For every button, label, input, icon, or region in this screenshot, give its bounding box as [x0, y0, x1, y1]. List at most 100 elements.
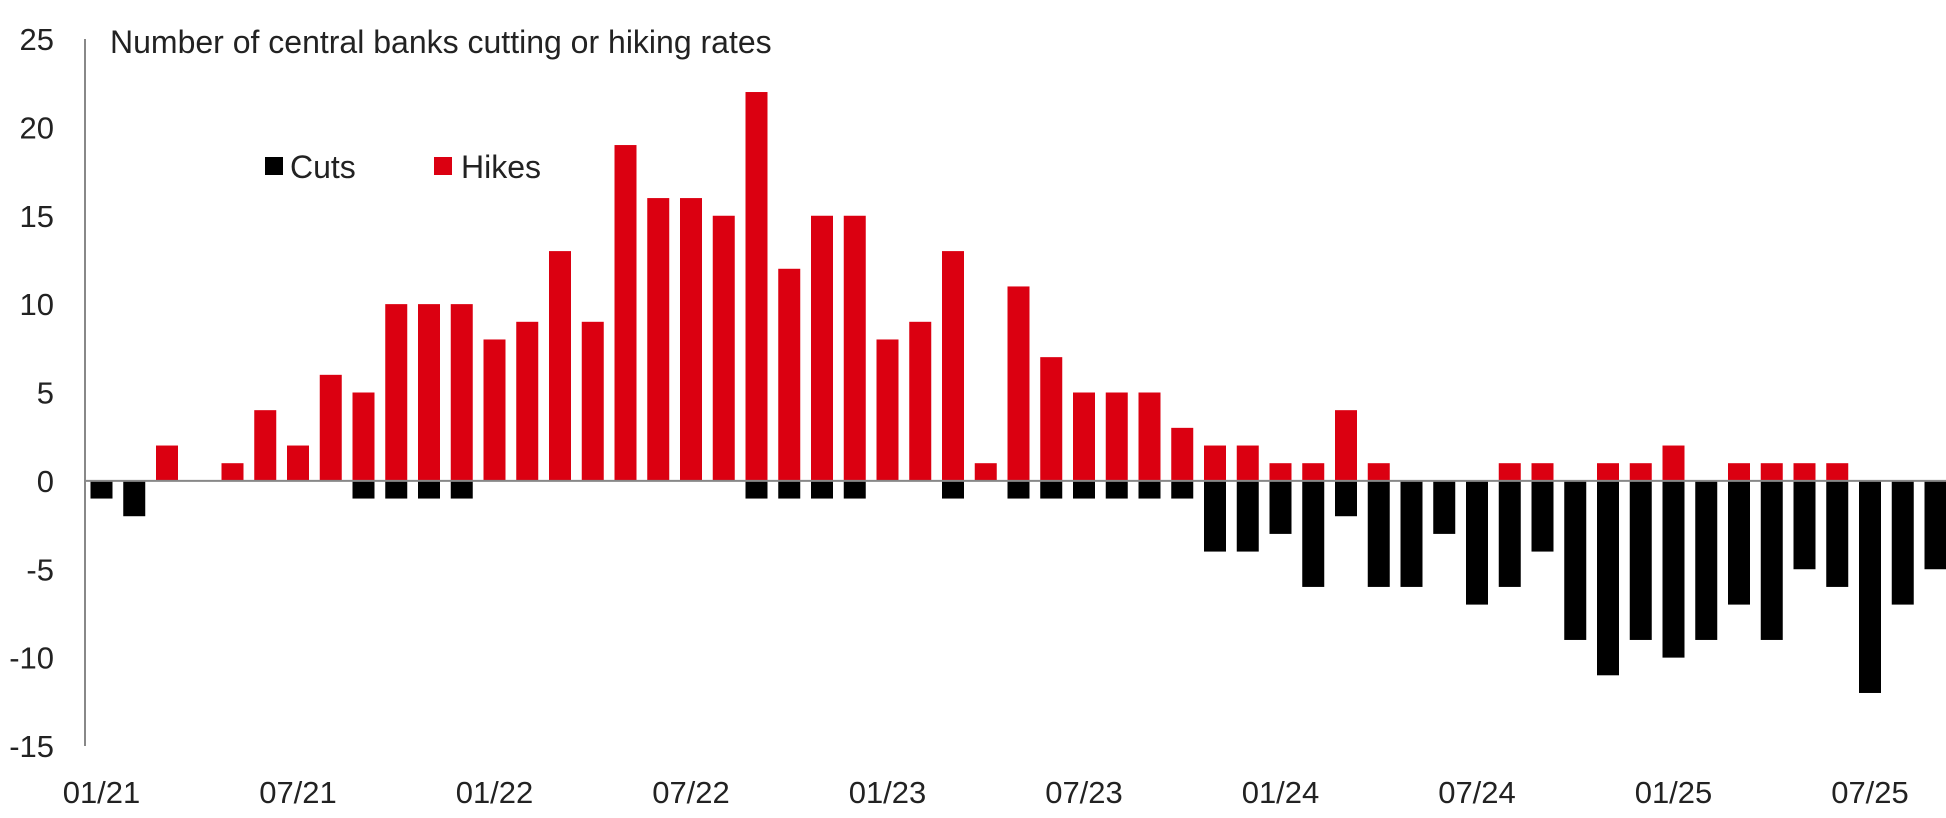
bar-hikes — [974, 463, 997, 481]
bar-hikes — [1073, 392, 1095, 481]
bar-cuts — [1236, 480, 1259, 552]
bar-cuts — [1597, 480, 1619, 676]
bar-hikes — [1236, 445, 1259, 481]
bar-cuts — [1138, 480, 1161, 499]
bar-hikes — [614, 145, 637, 481]
bar-hikes — [319, 374, 342, 481]
bar-hikes — [1040, 357, 1063, 481]
x-tick-label: 01/21 — [63, 775, 141, 810]
bar-hikes — [1728, 463, 1750, 481]
x-tick-label: 07/21 — [259, 775, 337, 810]
y-tick-label: 15 — [20, 199, 54, 234]
bar-hikes — [254, 410, 277, 481]
bar-hikes — [647, 198, 670, 481]
legend-swatch-hikes — [434, 157, 452, 175]
bar-cuts — [1269, 480, 1292, 534]
bar-cuts — [1466, 480, 1488, 605]
x-tick-label: 07/23 — [1045, 775, 1123, 810]
bar-hikes — [811, 215, 833, 481]
bar-cuts — [1793, 480, 1816, 570]
bar-hikes — [1302, 463, 1325, 481]
bar-cuts — [1040, 480, 1063, 499]
legend-label-hikes: Hikes — [461, 149, 541, 185]
bar-cuts — [1073, 480, 1095, 499]
bar-hikes — [385, 304, 408, 481]
bar-cuts — [843, 480, 866, 499]
bar-hikes — [1760, 463, 1783, 481]
x-axis-ticks: 01/21 07/21 01/22 07/22 01/23 07/23 01/24 07/24… — [63, 775, 1909, 810]
bar-hikes — [876, 339, 899, 481]
bar-hikes — [221, 463, 244, 481]
bar-hikes — [352, 392, 375, 481]
y-axis-ticks: 25 20 15 10 5 0 -5 -10 -15 — [9, 22, 54, 764]
legend: Cuts Hikes — [265, 149, 541, 185]
legend-label-cuts: Cuts — [290, 149, 356, 185]
bar-hikes — [549, 251, 571, 481]
bar-hikes — [418, 304, 440, 481]
bar-hikes — [1335, 410, 1357, 481]
legend-swatch-cuts — [265, 157, 283, 175]
x-tick-label: 07/24 — [1438, 775, 1516, 810]
bar-cuts — [1335, 480, 1357, 517]
bar-cuts — [123, 480, 146, 517]
bar-hikes — [909, 321, 932, 481]
bar-cuts — [1531, 480, 1554, 552]
bar-cuts — [1564, 480, 1587, 640]
bar-hikes — [1007, 286, 1030, 481]
x-tick-label: 01/23 — [849, 775, 927, 810]
x-tick-label: 07/22 — [652, 775, 730, 810]
bar-cuts — [1859, 480, 1881, 693]
bar-hikes — [1597, 463, 1619, 481]
bar-hikes — [450, 304, 473, 481]
chart-title: Number of central banks cutting or hikin… — [110, 24, 772, 60]
bar-hikes — [1531, 463, 1554, 481]
bar-cuts — [1891, 480, 1914, 605]
y-tick-label: 0 — [37, 464, 54, 499]
bar-hikes — [712, 215, 735, 481]
bar-cuts — [1498, 480, 1521, 587]
bar-cuts — [450, 480, 473, 499]
bar-hikes — [843, 215, 866, 481]
bar-cuts — [1662, 480, 1685, 658]
bar-hikes — [1138, 392, 1161, 481]
bar-hikes — [1171, 427, 1194, 481]
bar-cuts — [352, 480, 375, 499]
bar-hikes — [1629, 463, 1652, 481]
bar-cuts — [1204, 480, 1226, 552]
bar-hikes — [1662, 445, 1685, 481]
bar-cuts — [778, 480, 801, 499]
y-tick-label: 20 — [20, 110, 54, 145]
bar-cuts — [1171, 480, 1194, 499]
bar-hikes — [1367, 463, 1390, 481]
bar-hikes — [1498, 463, 1521, 481]
bar-cuts — [1105, 480, 1128, 499]
bar-hikes — [156, 445, 178, 481]
x-tick-label: 07/25 — [1831, 775, 1909, 810]
bar-cuts — [1629, 480, 1652, 640]
bar-hikes — [287, 445, 309, 481]
x-tick-label: 01/22 — [456, 775, 534, 810]
y-tick-label: 10 — [20, 287, 54, 322]
bar-cuts — [1924, 480, 1946, 570]
bar-hikes — [1269, 463, 1292, 481]
bar-cuts — [90, 480, 113, 499]
bar-hikes — [581, 321, 604, 481]
bar-cuts — [1302, 480, 1325, 587]
bar-cuts — [1728, 480, 1750, 605]
y-tick-label: -15 — [9, 729, 54, 764]
bar-cuts — [1007, 480, 1030, 499]
bar-hikes — [1204, 445, 1226, 481]
bar-hikes — [1826, 463, 1849, 481]
bar-cuts — [1760, 480, 1783, 640]
bar-cuts — [811, 480, 833, 499]
bar-hikes — [745, 92, 768, 481]
bar-cuts — [1367, 480, 1390, 587]
bar-cuts — [1826, 480, 1849, 587]
y-tick-label: 5 — [37, 376, 54, 411]
y-tick-label: -10 — [9, 641, 54, 676]
bar-cuts — [418, 480, 440, 499]
bar-cuts — [385, 480, 408, 499]
bar-hikes — [516, 321, 539, 481]
bar-hikes — [1793, 463, 1816, 481]
